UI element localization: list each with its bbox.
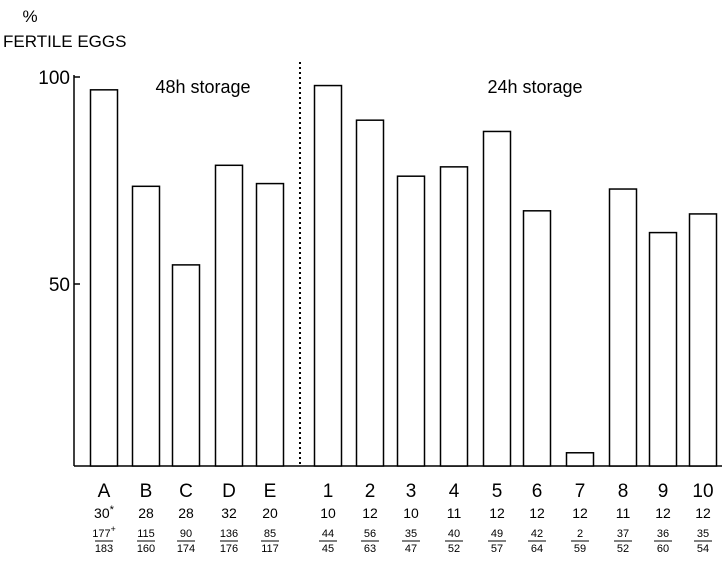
n-label-10: 12 [695,505,711,521]
fertile-count-10: 35 [697,528,709,540]
y-axis-label-fertile-eggs: FERTILE EGGS [3,32,126,51]
total-count-7: 59 [574,543,586,555]
total-count-8: 52 [617,543,629,555]
fertile-count-2: 56 [364,528,376,540]
n-label-c: 28 [178,505,194,521]
total-count-2: 63 [364,543,376,555]
total-count-d: 176 [220,543,238,555]
x-label-5: 5 [492,481,503,502]
x-labels-group: A30*177+183B28115160C2890174D32136176E20… [92,481,713,555]
fertile-count-6: 42 [531,528,543,540]
n-label-b: 28 [138,505,154,521]
bar-5 [482,130,512,467]
y-tick-label-100: 100 [38,68,70,89]
fertile-count-9: 36 [657,528,669,540]
y-axis-label-percent: % [22,7,37,26]
n-label-6: 12 [529,505,545,521]
bar-10 [688,213,718,467]
n-label-3: 10 [403,505,419,521]
x-label-2: 2 [365,481,376,502]
bar-8 [608,188,638,467]
fertile-count-e: 85 [264,528,276,540]
total-count-5: 57 [491,543,503,555]
bar-c [171,264,201,467]
x-label-10: 10 [692,481,713,502]
n-label-a: 30* [94,504,115,521]
fertile-count-1: 44 [322,528,334,540]
n-label-1: 10 [320,505,336,521]
x-label-d: D [222,481,236,502]
x-label-7: 7 [575,481,586,502]
total-count-9: 60 [657,543,669,555]
bar-2 [355,119,385,467]
n-label-5: 12 [489,505,505,521]
n-label-2: 12 [362,505,378,521]
bar-a [89,89,119,467]
bar-e [255,182,285,467]
group-label-48h-storage: 48h storage [155,77,250,97]
bar-6 [522,210,552,467]
x-label-c: C [179,481,193,502]
fertile-count-8: 37 [617,528,629,540]
x-label-1: 1 [323,481,334,502]
bar-3 [396,175,426,467]
total-count-3: 47 [405,543,417,555]
total-count-b: 160 [137,543,155,555]
x-label-6: 6 [532,481,543,502]
total-count-1: 45 [322,543,334,555]
total-count-10: 54 [697,543,709,555]
n-label-e: 20 [262,505,278,521]
fertile-count-d: 136 [220,528,238,540]
group-label-24h-storage: 24h storage [487,77,582,97]
n-label-d: 32 [221,505,237,521]
total-count-e: 117 [261,543,279,555]
fertile-count-b: 115 [137,528,155,540]
total-count-4: 52 [448,543,460,555]
x-label-4: 4 [449,481,460,502]
n-label-7: 12 [572,505,588,521]
total-count-6: 64 [531,543,543,555]
fertile-count-3: 35 [405,528,417,540]
y-tick-label-50: 50 [49,275,70,296]
fertile-count-5: 49 [491,528,503,540]
x-label-8: 8 [618,481,629,502]
bar-b [131,185,161,467]
n-label-8: 11 [616,505,631,521]
bars-group [89,84,718,467]
x-label-b: B [140,481,153,502]
fertile-count-7: 2 [577,528,583,540]
bar-7 [565,452,595,467]
bar-d [214,164,244,467]
x-label-3: 3 [406,481,417,502]
x-label-e: E [264,481,277,502]
x-label-a: A [98,481,111,502]
bar-1 [313,84,343,467]
total-count-a: 183 [95,543,113,555]
n-label-9: 12 [655,505,671,521]
bar-9 [648,231,678,467]
n-label-4: 11 [447,505,462,521]
fertile-count-4: 40 [448,528,460,540]
x-label-9: 9 [658,481,669,502]
fertile-count-a: 177+ [92,524,116,540]
bar-4 [439,166,469,467]
total-count-c: 174 [177,543,195,555]
fertile-count-c: 90 [180,528,192,540]
